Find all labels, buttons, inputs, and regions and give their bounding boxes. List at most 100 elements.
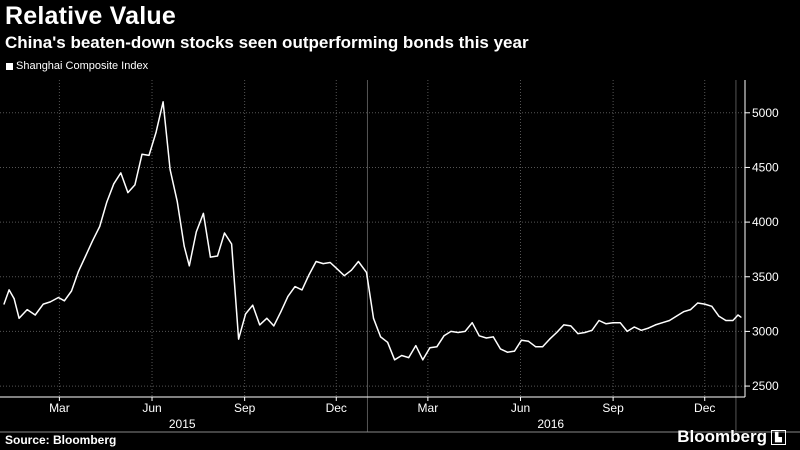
brand-name: Bloomberg (677, 427, 767, 446)
brand-logo: Bloomberg ▙ (677, 427, 786, 447)
y-tick-label: 3000 (752, 324, 779, 338)
data-point (18, 317, 20, 319)
data-point (612, 322, 614, 324)
x-tick-label: Jun (142, 401, 161, 415)
data-point (570, 325, 572, 327)
data-point (387, 341, 389, 343)
axis-layer: 2500 3000 3500 4000 4500 5000 Mar Jun Sep Dec Mar J… (0, 80, 800, 433)
data-point (176, 200, 178, 202)
data-point (155, 131, 157, 134)
data-point (92, 240, 94, 242)
data-point (549, 338, 551, 340)
data-point (287, 295, 289, 298)
data-point (577, 333, 579, 335)
data-point (506, 351, 509, 353)
data-point (527, 340, 530, 342)
data-point (725, 319, 727, 322)
data-point (718, 315, 720, 317)
data-point (478, 335, 480, 337)
data-point (513, 350, 516, 352)
year-label: 2016 (537, 417, 564, 431)
series-line-shanghai-composite (3, 101, 742, 361)
data-point (520, 339, 523, 341)
data-point (106, 201, 108, 204)
y-tick-label: 4000 (752, 215, 779, 229)
data-point (127, 191, 129, 194)
data-point (209, 256, 212, 258)
data-point (464, 330, 466, 333)
data-point (563, 324, 565, 326)
data-point (422, 359, 424, 361)
data-point (77, 270, 80, 272)
x-tick-label: Dec (694, 401, 715, 415)
y-tick-label: 5000 (752, 106, 779, 120)
data-point (675, 315, 678, 317)
data-point (169, 169, 171, 171)
data-point (429, 347, 431, 349)
x-tick-label: Jun (511, 401, 530, 415)
data-point (343, 275, 345, 277)
data-point (485, 337, 487, 339)
data-point (195, 231, 197, 233)
data-point (8, 289, 10, 291)
source-note: Source: Bloomberg (5, 433, 117, 447)
data-point (63, 300, 66, 302)
data-point (188, 265, 190, 267)
data-point (99, 225, 101, 228)
data-point (57, 296, 59, 299)
legend-label: Shanghai Composite Index (16, 60, 149, 72)
data-point (202, 212, 204, 214)
data-point (640, 329, 642, 331)
data-point (605, 323, 607, 325)
data-point (401, 354, 403, 357)
data-point (308, 273, 310, 276)
data-point (238, 338, 240, 340)
data-point (84, 255, 87, 257)
data-point (732, 319, 734, 322)
y-tick-label: 3500 (752, 270, 779, 284)
data-point (492, 336, 494, 338)
series-layer (3, 101, 742, 361)
data-point (619, 322, 621, 324)
data-point (647, 327, 649, 329)
data-point (336, 268, 338, 270)
data-point (280, 311, 282, 313)
data-point (34, 314, 36, 316)
data-point (379, 336, 382, 338)
data-point (372, 317, 375, 319)
data-point (148, 154, 150, 157)
data-point (443, 335, 445, 337)
x-tick-label: Mar (49, 401, 70, 415)
data-point (394, 359, 396, 361)
data-point (26, 308, 28, 311)
data-point (365, 271, 368, 273)
data-point (301, 289, 303, 291)
data-point (457, 331, 459, 334)
y-tick-label: 2500 (752, 379, 779, 393)
data-point (740, 316, 742, 318)
data-point (697, 302, 699, 304)
data-point (626, 330, 628, 333)
data-point (471, 322, 473, 324)
data-point (598, 319, 600, 322)
data-point (350, 269, 352, 271)
data-point (704, 303, 706, 305)
chart-legend: Shanghai Composite Index (6, 60, 148, 72)
chart-title: Relative Value (5, 2, 176, 30)
data-point (230, 243, 233, 245)
data-point (556, 331, 558, 334)
data-point (315, 260, 317, 263)
data-point (633, 326, 635, 328)
data-point (294, 285, 296, 288)
data-point (357, 260, 360, 263)
grid-layer (0, 80, 745, 432)
data-point (584, 331, 586, 334)
data-point (273, 325, 275, 327)
data-point (711, 305, 713, 307)
data-point (408, 357, 410, 359)
y-tick-label: 4500 (752, 160, 779, 174)
data-point (591, 329, 593, 331)
x-tick-label: Mar (418, 401, 439, 415)
data-point (223, 232, 226, 234)
